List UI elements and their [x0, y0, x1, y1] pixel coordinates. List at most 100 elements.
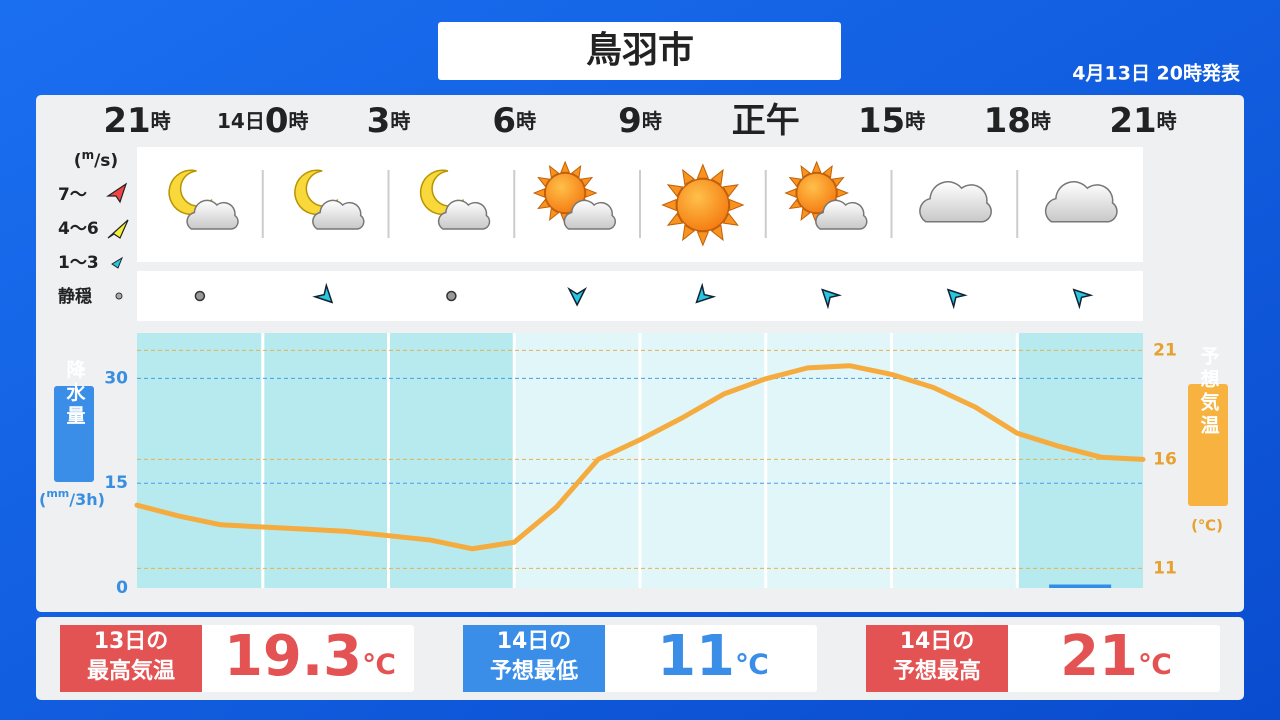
- chart-column: [137, 333, 263, 588]
- cloud: [186, 199, 239, 230]
- summary-unit: ℃: [1138, 648, 1172, 681]
- sun-ray: [661, 198, 677, 212]
- sun-ray: [722, 212, 739, 226]
- hour-day: 14日: [217, 109, 265, 133]
- hour-unit: 時: [905, 109, 925, 133]
- chart-column: [893, 333, 1018, 588]
- wind-unit-part: /s): [94, 151, 118, 171]
- wind-arrow: [821, 288, 842, 310]
- weather-icon: [919, 181, 992, 223]
- chart-column: [264, 333, 389, 588]
- wind-unit-part: (: [74, 151, 82, 171]
- hour-number: 0: [265, 101, 289, 141]
- hour-number: 正午: [732, 101, 800, 141]
- wind-unit: (m/s): [74, 148, 118, 172]
- hour-label: 15時: [858, 101, 925, 141]
- summary-number: 21: [1060, 624, 1138, 689]
- left-axis-box: [54, 386, 94, 482]
- hour-unit: 時: [1157, 109, 1177, 133]
- sun-ray: [729, 198, 745, 212]
- wind-unit-part: m: [82, 148, 95, 162]
- hour-label: 21時: [1109, 101, 1176, 141]
- wind-calm: [194, 290, 206, 302]
- y-tick-label: 30: [104, 368, 128, 388]
- hour-label: 9時: [618, 101, 662, 141]
- wind-legend-label: 7〜: [58, 185, 87, 205]
- cloud: [563, 199, 617, 230]
- temperature-line: [134, 363, 1146, 552]
- sun-ray: [666, 212, 684, 226]
- summary-label-box: [866, 625, 1008, 692]
- summary-label: 13日の: [94, 629, 169, 654]
- weather-icon: [661, 163, 745, 247]
- y2-tick-label: 11: [1153, 558, 1177, 578]
- summary-unit: ℃: [735, 648, 769, 681]
- wind-row: [137, 271, 1143, 321]
- sun-disc: [676, 178, 730, 232]
- wind-legend-moderate: [107, 219, 129, 239]
- left-axis-unit-part: (: [39, 490, 46, 509]
- weather-icon: [1044, 181, 1118, 223]
- hour-unit: 時: [516, 109, 536, 133]
- summary-label: 予想最高: [893, 658, 981, 684]
- cloud: [437, 199, 491, 230]
- hour-unit: 時: [642, 109, 662, 133]
- weather-icon: [294, 169, 365, 230]
- summary-label: 予想最低: [490, 659, 578, 684]
- weather-icon: [532, 160, 617, 230]
- left-axis-unit-part: /3h): [69, 490, 105, 509]
- wind-legend-label: 静穏: [58, 286, 92, 307]
- hour-unit: 時: [390, 109, 410, 133]
- y2-tick-label: 21: [1153, 340, 1177, 360]
- sun-disc: [544, 172, 586, 214]
- sun-disc: [795, 172, 838, 214]
- summary-number: 19.3: [224, 624, 362, 689]
- hour-number: 21: [103, 101, 150, 141]
- wind-arrow: [946, 288, 968, 310]
- wind-legend-light: [111, 256, 124, 269]
- hour-unit: 時: [151, 109, 171, 133]
- hour-label: 14日0時: [217, 101, 309, 141]
- left-axis-unit: (mm/3h): [39, 487, 105, 509]
- cloud: [312, 199, 365, 230]
- summary-label: 14日の: [900, 629, 975, 654]
- sun-ray: [722, 184, 739, 198]
- chart-column: [390, 333, 515, 588]
- hour-unit: 時: [289, 109, 309, 133]
- sun-ray: [682, 224, 696, 242]
- wind-arrow: [312, 282, 334, 304]
- summary-unit: ℃: [362, 648, 396, 681]
- left-axis-unit-part: mm: [46, 487, 69, 500]
- cloud: [919, 181, 992, 223]
- chart-column: [641, 333, 766, 588]
- wind-arrow: [695, 282, 717, 304]
- hour-number: 18: [984, 101, 1031, 141]
- sun-ray: [666, 184, 684, 198]
- right-axis-unit: (℃): [1191, 517, 1223, 535]
- summary-label-box: [463, 625, 605, 692]
- chart-column: [515, 333, 640, 588]
- summary-value: 19.3℃: [224, 624, 396, 689]
- sun-ray: [696, 163, 710, 179]
- wind-arrow: [567, 286, 587, 307]
- wind-legend-calm: [115, 292, 123, 300]
- hour-number: 6: [492, 101, 516, 141]
- hour-number: 21: [1109, 101, 1156, 141]
- wind-legend-strong: [106, 182, 128, 204]
- sun-ray: [710, 224, 724, 242]
- sun-ray: [696, 231, 710, 247]
- hour-label: 3時: [367, 101, 411, 141]
- y-tick-label: 0: [116, 578, 128, 598]
- wind-legend-label: 1〜3: [58, 253, 99, 273]
- summary-label: 最高気温: [87, 658, 175, 684]
- title: 鳥羽市: [586, 30, 694, 71]
- sun-ray: [682, 168, 696, 186]
- precip-bar: [1049, 584, 1112, 588]
- cloud: [815, 199, 868, 230]
- summary-value: 11℃: [657, 624, 769, 689]
- hour-unit: 時: [1031, 109, 1051, 133]
- hour-number: 9: [618, 101, 642, 141]
- weather-icon: [784, 160, 868, 230]
